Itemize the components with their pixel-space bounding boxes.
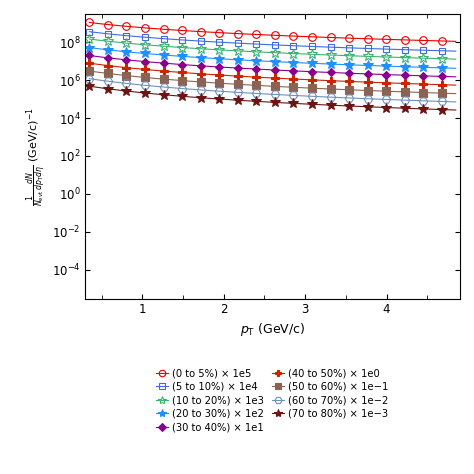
Y-axis label: $\frac{1}{N_\mathrm{evt}}\frac{dN}{dp_\mathrm{T}d\eta}$ (GeV/c)$^{-1}$: $\frac{1}{N_\mathrm{evt}}\frac{dN}{dp_\m… [25,107,49,206]
X-axis label: $p_\mathrm{T}$ (GeV/c): $p_\mathrm{T}$ (GeV/c) [240,320,305,337]
Legend: (0 to 5%) × 1e5, (5 to 10%) × 1e4, (10 to 20%) × 1e3, (20 to 30%) × 1e2, (30 to : (0 to 5%) × 1e5, (5 to 10%) × 1e4, (10 t… [155,366,391,434]
